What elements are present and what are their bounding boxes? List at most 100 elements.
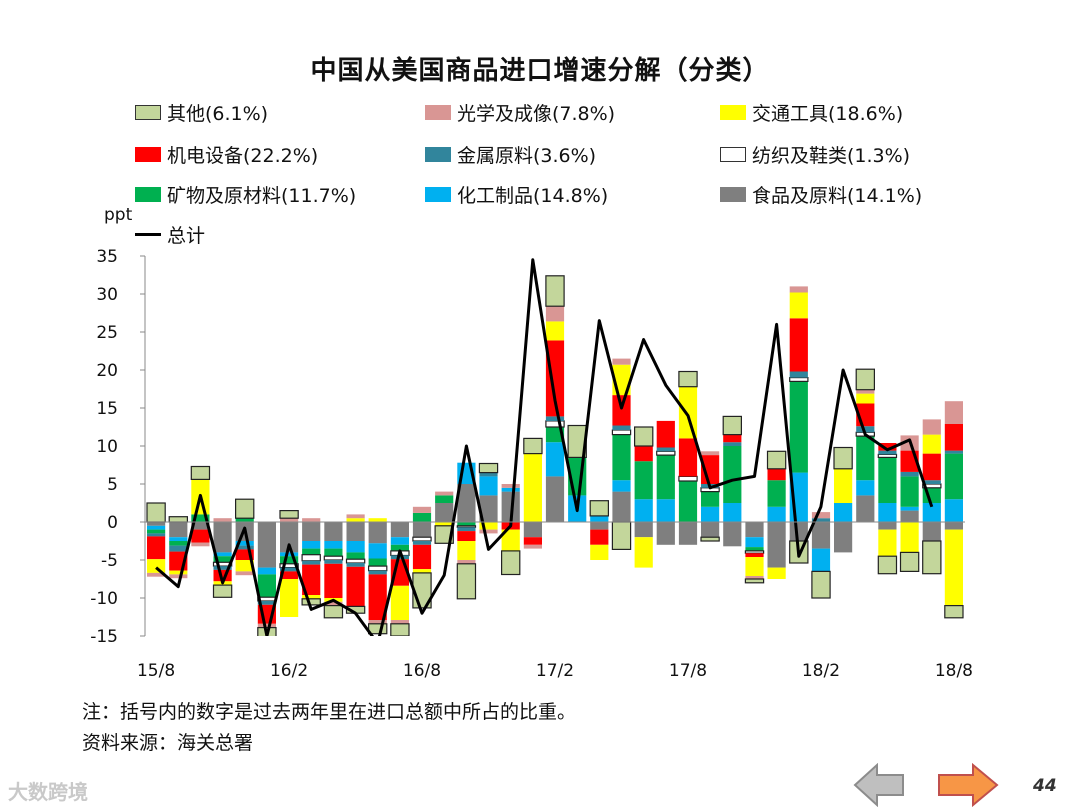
x-tick-label: 17/8 [669,661,707,681]
bar-mech-18/5 [878,443,897,451]
bar-food-18/4 [856,495,875,522]
bar-optical-16/8 [412,506,432,513]
bar-mech-18/1 [789,318,808,372]
bar-transport-17/8 [678,386,698,439]
legend-item-chem: 化工制品(14.8%) [425,180,608,208]
bar-chem-17/6 [634,499,653,522]
bar-food-17/12 [767,522,786,568]
legend-swatch-transport [720,104,746,120]
x-tick-label: 17/2 [536,661,574,681]
bar-mech-17/5 [612,395,631,426]
bar-transport-15/12 [235,560,254,572]
bar-metal-16/10 [457,527,476,532]
bar-optical-18/1 [789,286,808,293]
source-note: 资料来源：海关总署 [82,732,254,754]
bar-chem-18/3 [834,503,853,522]
bar-other-15/9 [168,516,188,523]
legend-swatch-optical [425,104,451,120]
bar-food-15/8 [147,522,166,526]
bar-other-18/6 [899,551,920,573]
bar-chem-17/9 [701,506,720,522]
bar-chem-17/12 [767,506,786,522]
bar-chem-17/4 [590,515,609,522]
bar-textile-17/8 [678,475,698,482]
bar-metal-16/3 [302,560,321,565]
bar-other-17/8 [678,370,698,388]
bar-mineral-18/6 [900,476,919,507]
bar-textile-17/7 [656,450,676,456]
bar-mineral-16/5 [346,552,365,560]
bar-chem-16/1 [257,567,276,575]
bar-mech-15/12 [235,549,254,560]
bar-mech-16/5 [346,566,365,607]
bar-chem-18/8 [944,499,963,522]
bar-other-16/10 [456,563,477,600]
x-tick-label: 16/2 [270,661,308,681]
legend-swatch-metal [425,146,451,162]
bar-transport-17/11 [745,557,764,576]
legend-swatch-food [720,186,746,202]
bar-food-18/7 [922,522,941,541]
forward-arrow-icon[interactable] [937,763,999,807]
bar-textile-16/8 [412,536,432,542]
bar-metal-18/6 [900,471,919,477]
bar-other-16/7 [390,623,410,636]
bar-metal-18/2 [811,518,831,522]
bar-mech-17/2 [545,340,565,417]
bar-textile-17/5 [611,429,632,436]
page-number: 44 [1033,776,1057,796]
bar-other-18/3 [833,446,853,470]
bar-optical-17/5 [612,358,631,365]
y-tick-label: -10 [90,589,118,609]
bar-other-16/9 [434,525,454,544]
bar-mech-17/10 [723,434,742,443]
x-tick-label: 16/8 [403,661,441,681]
bar-mineral-17/7 [656,455,675,500]
bar-metal-17/2 [545,416,565,421]
bar-textile-16/3 [301,554,321,562]
bar-mineral-15/9 [169,541,188,546]
bar-optical-16/3 [302,518,321,522]
bar-mech-17/6 [634,446,653,462]
bar-mech-15/10 [191,529,210,543]
bar-food-16/7 [390,522,409,538]
bar-mech-17/11 [745,553,764,557]
bar-food-16/1 [257,522,276,568]
stacked-bar-chart: -15 -10 -5 0 5 10 15 20 25 30 35 15/8 16/2 16/8 17/2 17… [90,247,973,681]
bar-mineral-17/5 [612,434,631,481]
bar-transport-16/6 [368,518,387,522]
bar-other-15/12 [235,498,255,519]
bar-food-18/6 [900,510,919,522]
bar-transport-16/5 [346,518,365,522]
bar-other-17/4 [589,500,610,517]
bar-chem-15/8 [147,525,166,530]
bar-mineral-16/6 [368,558,387,567]
bar-optical-17/11 [745,576,764,579]
chart-title: 中国从美国商品进口增速分解（分类） [310,56,770,86]
bar-metal-18/5 [878,450,897,455]
y-tick-label: -5 [101,551,118,571]
back-arrow-icon[interactable] [853,763,905,807]
watermark: 大数跨境 [8,780,88,804]
legend-line-total [135,232,161,236]
bar-transport-18/7 [922,434,941,454]
bar-chem-16/3 [302,541,321,549]
bar-metal-15/9 [169,545,188,552]
bar-mineral-17/8 [678,481,698,522]
bar-other-16/6 [368,623,388,635]
bar-mineral-17/2 [545,427,565,443]
bar-food-17/2 [545,476,565,522]
y-tick-label: 0 [107,513,118,533]
y-tick-label: 20 [96,361,118,381]
bar-transport-18/8 [944,529,963,606]
bar-chem-15/9 [169,537,188,541]
legend-label-chem: 化工制品(14.8%) [457,184,609,207]
bar-transport-18/3 [834,468,853,503]
bar-optical-16/12 [501,484,520,488]
bar-transport-16/12 [501,529,520,551]
bar-other-15/11 [212,584,233,598]
bar-other-16/2 [279,510,299,519]
bar-chem-18/4 [856,480,875,496]
bar-mech-17/1 [523,537,542,545]
bar-mineral-18/8 [944,453,963,500]
